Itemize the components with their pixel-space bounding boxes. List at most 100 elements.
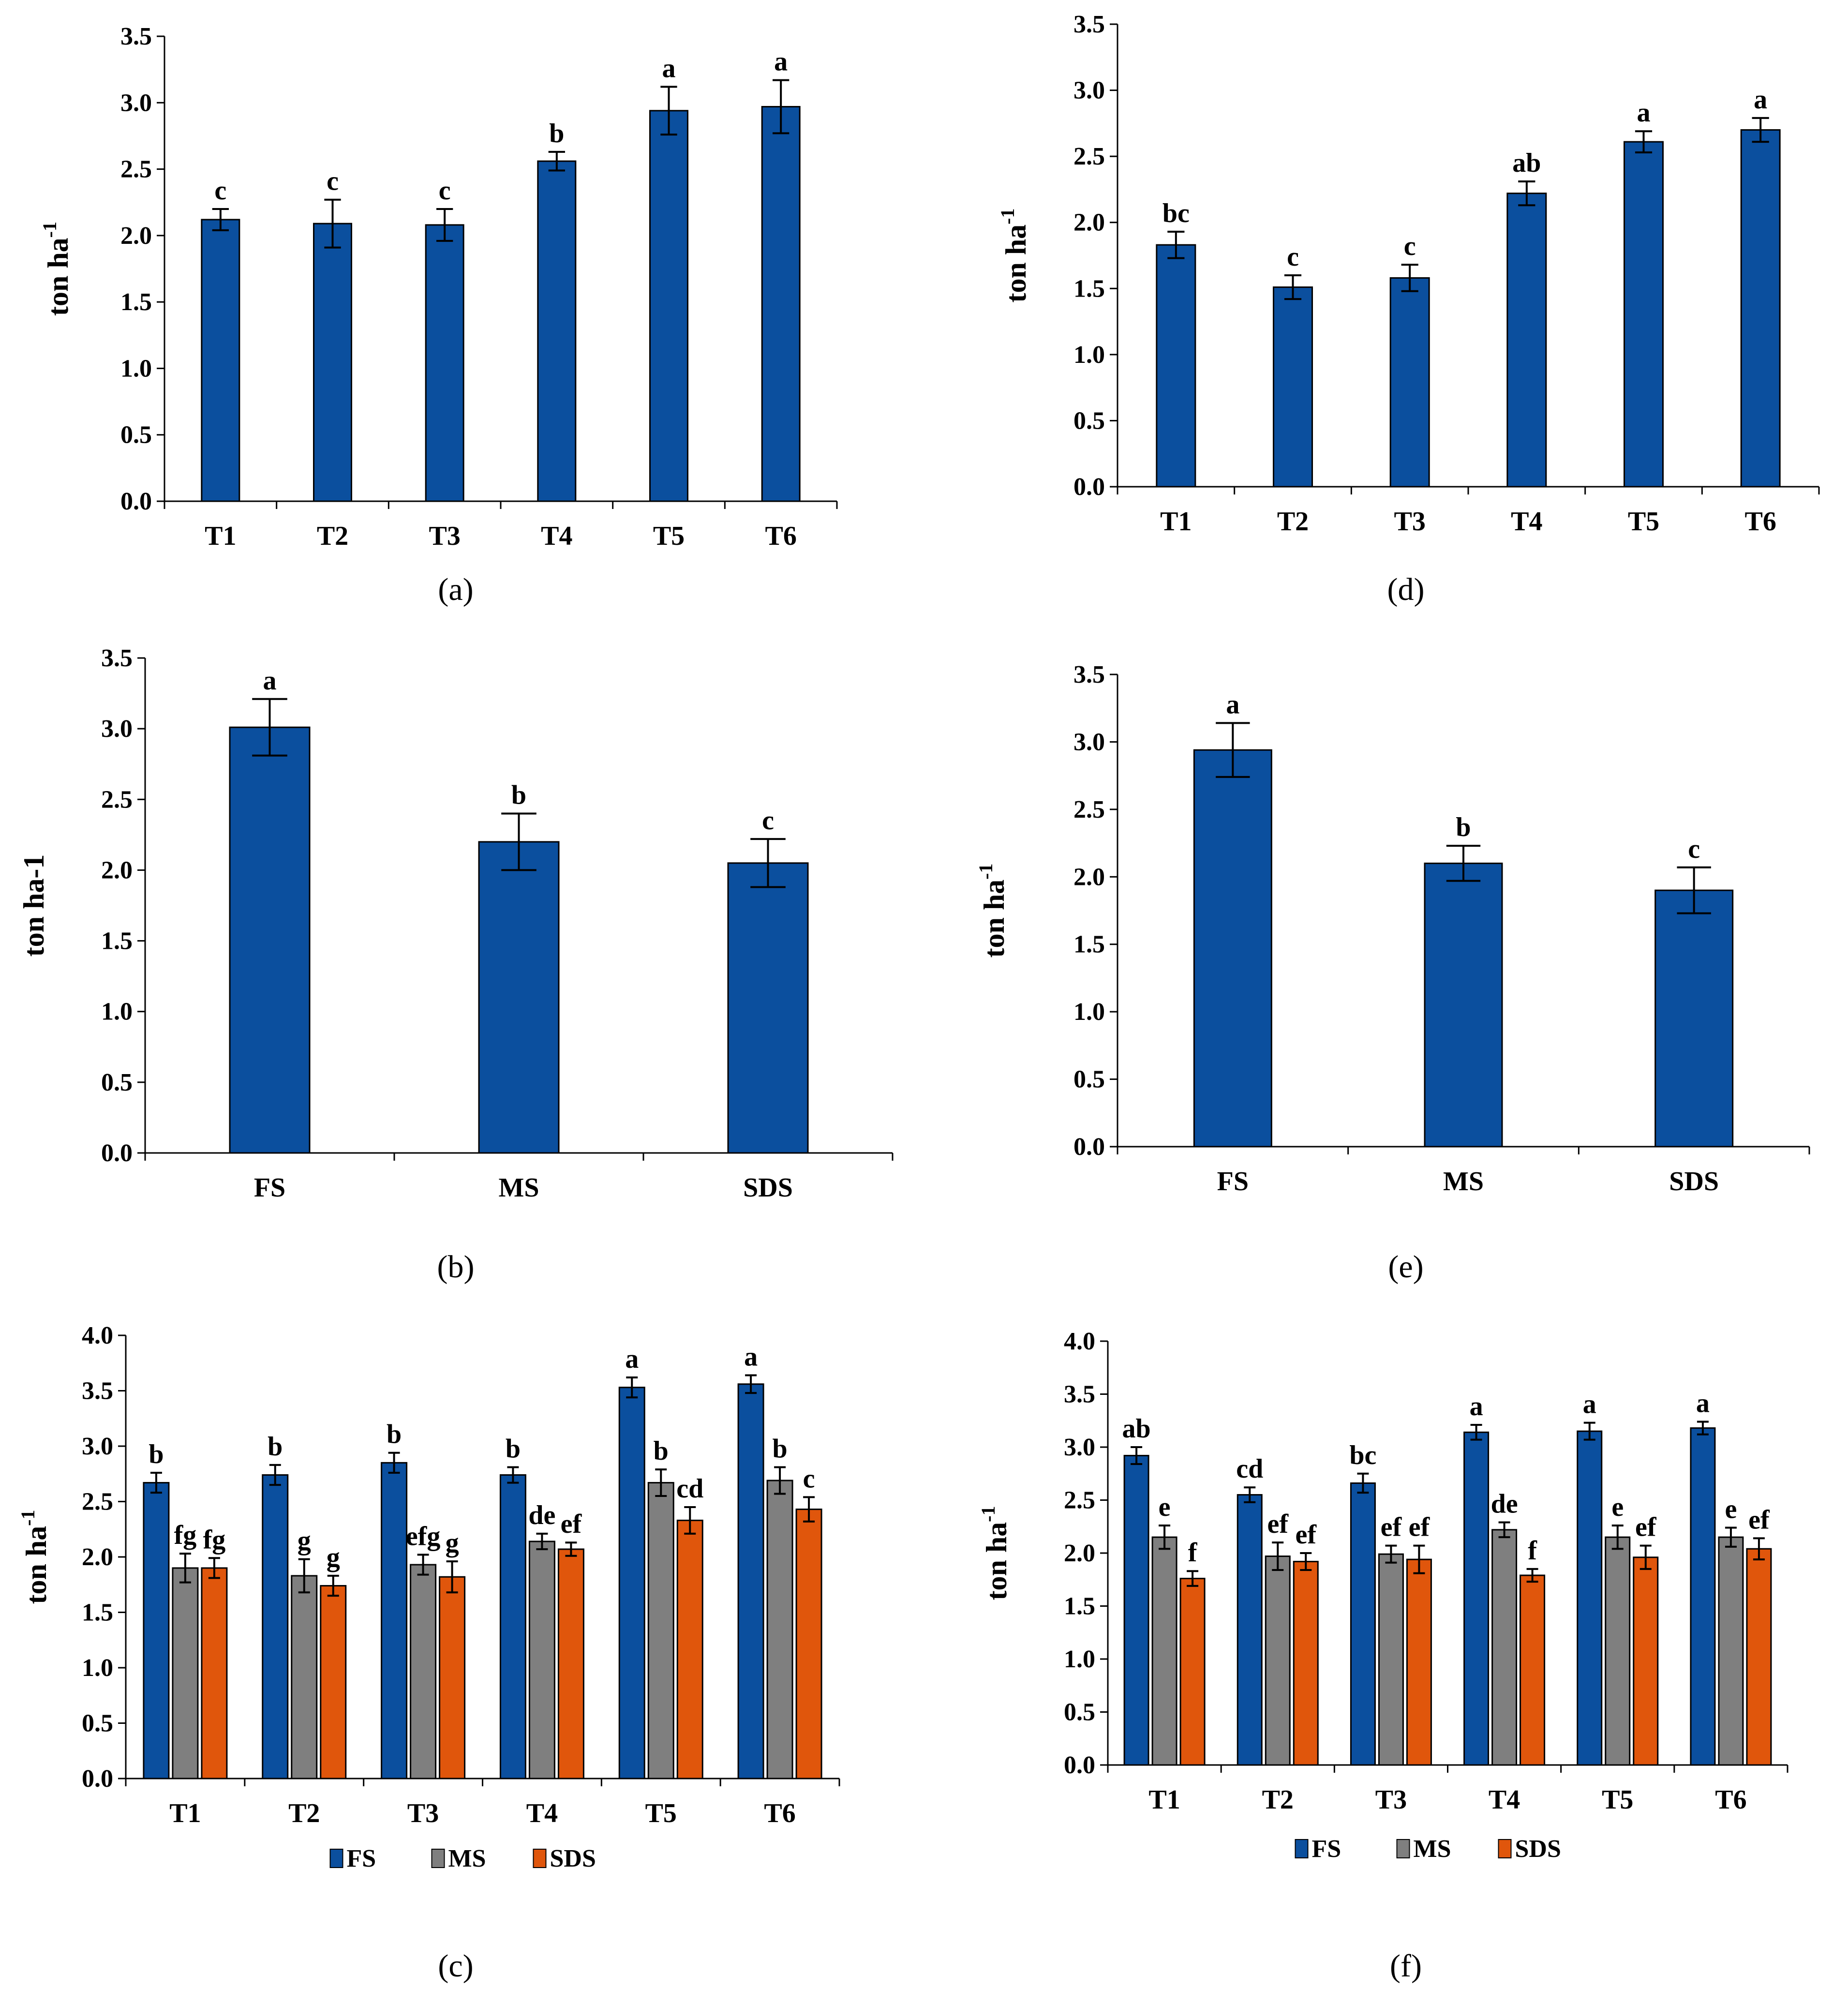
significance-label: c [1404,231,1416,261]
y-tick-label: 2.0 [1073,863,1105,891]
bar-sds [676,1519,703,1780]
bar-ms [1605,1536,1631,1766]
y-tick-label: 3.5 [1073,661,1105,688]
y-tick-label: 0.5 [120,421,152,449]
x-category-label: T1 [169,1798,201,1828]
y-tick-label: 1.5 [1064,1593,1095,1620]
legend-label: FS [347,1845,376,1872]
significance-label: b [506,1434,521,1464]
y-tick-label: 4.0 [82,1322,113,1349]
y-tick-label: 2.5 [120,156,152,183]
significance-label: ef [1381,1512,1402,1542]
bar-fs [499,1474,526,1780]
y-tick-label: 2.0 [1064,1540,1095,1567]
significance-label: ef [1635,1512,1657,1542]
bar-fs [1123,1455,1149,1766]
bar-fs [618,1387,645,1780]
bar-fs [1424,862,1503,1148]
panel-caption: (b) [437,1249,475,1285]
y-tick-label: 2.5 [1073,796,1105,823]
significance-label: c [1287,242,1299,272]
chart-panel-e: 0.0 0.5 1.0 1.5 2.0 2.5 3.0 3.5 ton ha-1 FS MS SDS a… [975,661,1810,1285]
bar-fs [1237,1494,1263,1766]
bar-sds [1293,1561,1319,1766]
x-category-label: MS [499,1173,539,1203]
significance-label: ab [1512,148,1541,178]
bar-ms [1718,1536,1744,1766]
significance-label: b [511,780,526,810]
y-tick-label: 1.0 [120,355,152,382]
chart-panel-b: 0.0 0.5 1.0 1.5 2.0 2.5 3.0 3.5 ton ha-1 FS MS SDS a… [18,644,894,1285]
bar-sds [1406,1558,1432,1766]
x-category-label: T5 [1628,507,1659,537]
y-tick-label: 0.0 [120,488,152,515]
x-category-label: T4 [1511,507,1542,537]
panel-caption: (f) [1390,1948,1422,1984]
significance-label: b [654,1436,669,1466]
x-category-label: T4 [541,521,572,551]
significance-label: g [327,1542,340,1572]
y-tick-label: 2.0 [1073,209,1105,237]
y-axis-title: ton ha-1 [975,863,1010,957]
x-category-label: T6 [1715,1785,1746,1815]
bar-fs [1156,244,1196,488]
y-tick-label: 0.5 [101,1069,133,1096]
significance-label: ef [1267,1509,1289,1539]
y-tick-label: 2.5 [82,1488,113,1516]
significance-label: a [1583,1390,1596,1420]
y-tick-label: 1.5 [82,1599,113,1627]
y-axis-title: ton ha-1 [17,1510,52,1604]
bar-fs [1690,1427,1716,1766]
significance-label: e [1611,1492,1624,1522]
x-category-label: T3 [407,1798,439,1828]
legend-label: SDS [550,1845,596,1872]
y-tick-label: 1.0 [1064,1645,1095,1673]
significance-label: a [1226,689,1239,719]
y-tick-label: 0.0 [101,1139,133,1167]
bar-sds [320,1585,347,1780]
bar-fs [381,1462,408,1780]
y-tick-label: 2.5 [1073,143,1105,170]
bar-sds [201,1567,228,1780]
y-tick-label: 0.0 [82,1765,113,1793]
significance-label: e [1725,1494,1737,1524]
bar-ms [291,1575,318,1780]
significance-label: a [662,53,676,83]
bar-sds [1179,1578,1206,1766]
significance-label: a [1754,85,1767,115]
x-category-label: T2 [1277,507,1309,537]
significance-label: ef [1295,1520,1317,1550]
panel-caption: (e) [1388,1249,1423,1285]
bar-fs [1193,749,1272,1148]
y-tick-label: 3.5 [120,23,152,50]
significance-label: ef [1409,1512,1431,1542]
bar-fs [737,1383,764,1780]
panel-caption: (d) [1387,572,1425,607]
legend-swatch-ms [1396,1839,1410,1858]
y-tick-label: 3.0 [101,715,133,743]
x-category-label: T2 [317,521,348,551]
bar-fs [1350,1482,1376,1766]
y-axis-title: ton ha-1 [39,222,74,316]
bar-ms [410,1564,437,1780]
chart-panel-f: 0.0 0.5 1.0 1.5 2.0 2.5 3.0 3.5 4.0 ton ha-1 T1 T2 T… [977,1328,1788,1984]
significance-label: bc [1349,1440,1376,1470]
y-tick-label: 2.5 [101,786,133,813]
y-tick-label: 3.0 [1073,77,1105,105]
significance-label: c [803,1464,815,1494]
bar-fs [761,106,801,502]
legend-swatch-sds [533,1849,547,1868]
bar-fs [1577,1430,1603,1766]
significance-label: fg [203,1525,226,1555]
y-tick-label: 2.0 [82,1543,113,1571]
legend-label: MS [448,1845,486,1872]
x-category-label: T1 [1148,1785,1180,1815]
bar-fs [1389,277,1430,488]
y-tick-label: 3.5 [1073,11,1105,38]
legend-swatch-fs [329,1849,343,1868]
significance-label: g [298,1526,311,1556]
significance-label: a [1696,1388,1710,1418]
significance-label: f [1528,1536,1537,1566]
bar-sds [795,1509,822,1780]
y-tick-label: 1.0 [101,998,133,1026]
